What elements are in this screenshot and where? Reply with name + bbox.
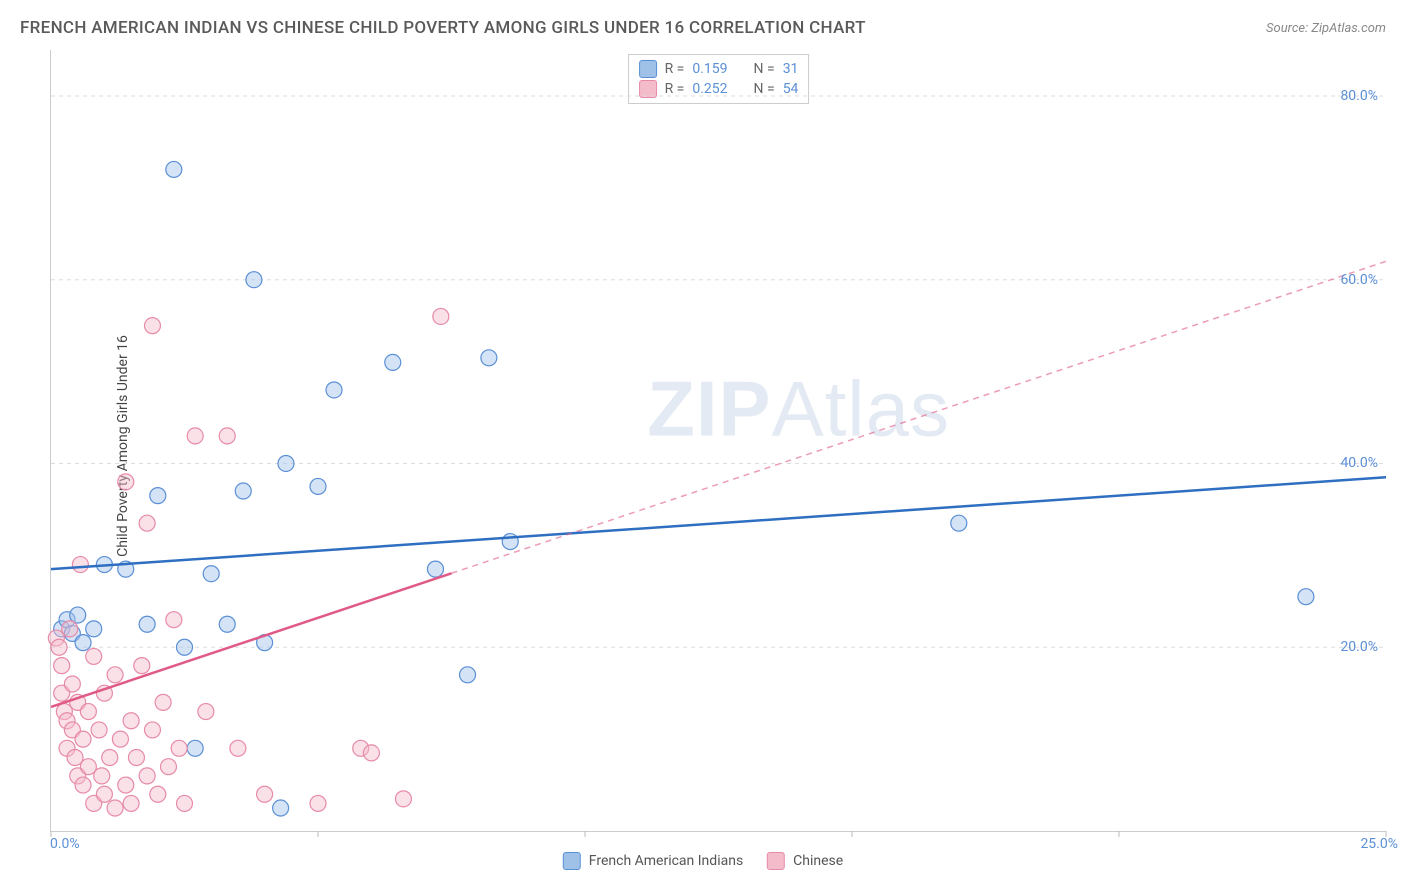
plot-area: ZIPAtlas R = 0.159 N = 31 R = 0.252 N = … bbox=[50, 50, 1386, 832]
legend-series: French American Indians Chinese bbox=[563, 852, 843, 870]
legend-swatch-pink bbox=[767, 852, 785, 870]
x-max-label: 25.0% bbox=[1360, 836, 1398, 852]
legend-label-pink: Chinese bbox=[793, 853, 843, 869]
chart-source: Source: ZipAtlas.com bbox=[1266, 21, 1386, 36]
y-tick-label: 80.0% bbox=[1340, 88, 1378, 104]
legend-swatch-blue bbox=[563, 852, 581, 870]
y-tick-label: 60.0% bbox=[1340, 272, 1378, 288]
y-tick-label: 20.0% bbox=[1340, 639, 1378, 655]
legend-item-blue: French American Indians bbox=[563, 852, 743, 870]
chart-svg bbox=[51, 50, 1386, 831]
x-min-label: 0.0% bbox=[50, 836, 80, 852]
chart-title: FRENCH AMERICAN INDIAN VS CHINESE CHILD … bbox=[20, 18, 866, 38]
legend-label-blue: French American Indians bbox=[589, 853, 743, 869]
y-tick-label: 40.0% bbox=[1340, 455, 1378, 471]
legend-item-pink: Chinese bbox=[767, 852, 843, 870]
